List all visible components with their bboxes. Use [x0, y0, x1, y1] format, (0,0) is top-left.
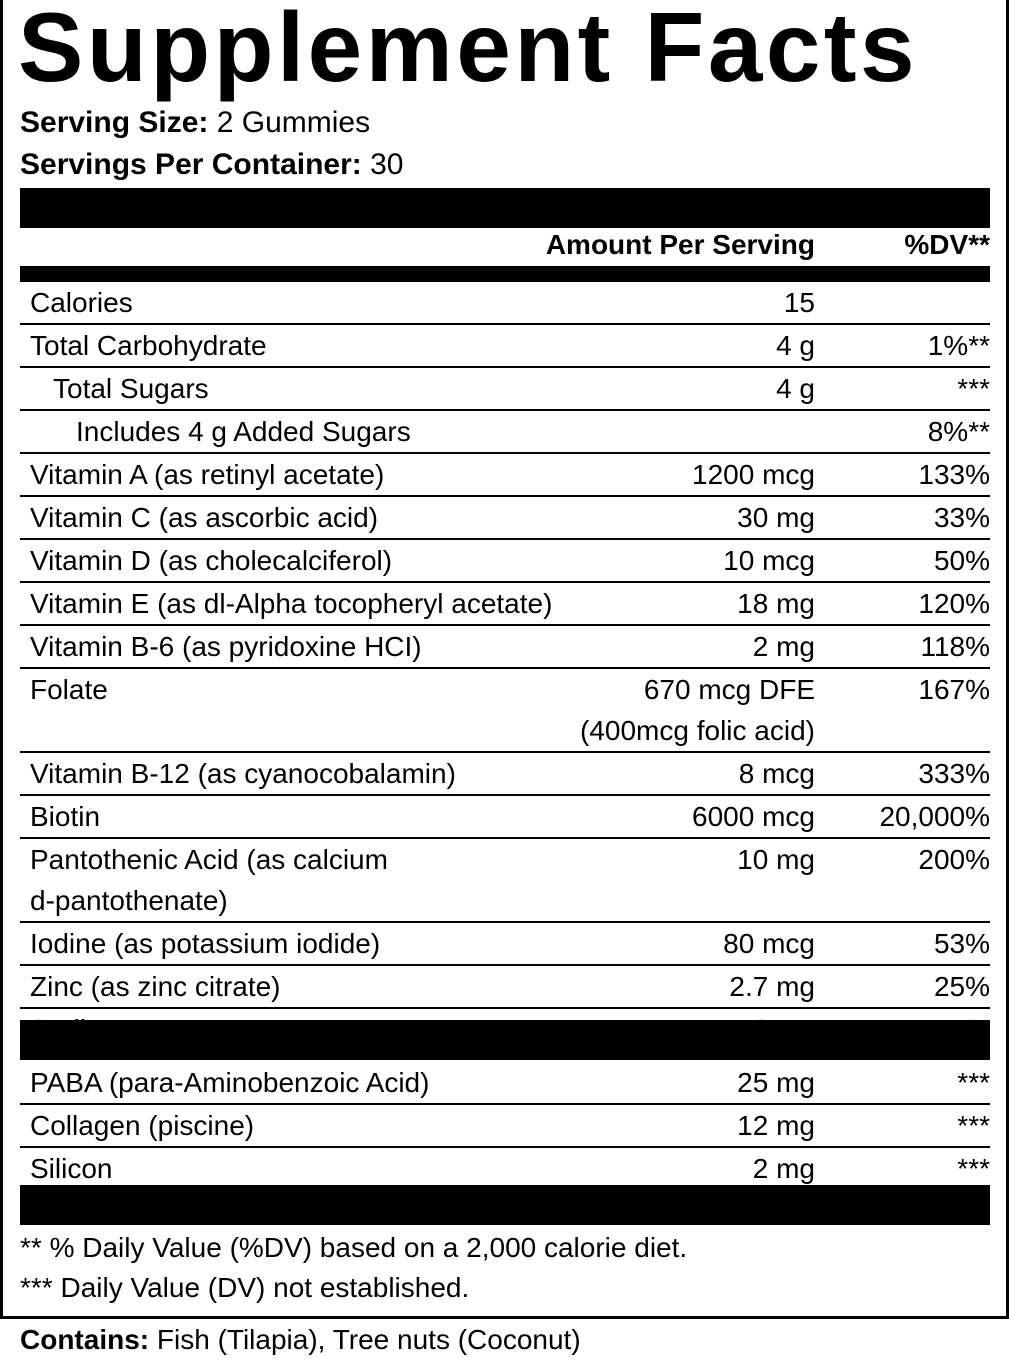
nutrient-amount: 25 mg [737, 1067, 815, 1098]
nutrient-dv: 53% [933, 928, 990, 959]
nutrient-dv: *** [957, 373, 990, 404]
nutrient-row: Vitamin A (as retinyl acetate) 1200 mcg 13… [20, 454, 990, 497]
servings-per-container-label: Servings Per Container: [20, 148, 362, 181]
nutrient-row: Zinc (as zinc citrate) 2.7 mg 25% [20, 966, 990, 1009]
nutrient-name: PABA (para-Aminobenzoic Acid) [30, 1067, 430, 1098]
other-ingredients-list: PABA (para-Aminobenzoic Acid) 25 mg *** Col… [20, 1062, 990, 1189]
nutrient-amount: 12 mg [737, 1110, 815, 1141]
nutrient-row: Vitamin E (as dl-Alpha tocopheryl acetat… [20, 583, 990, 626]
nutrient-row: Vitamin B-6 (as pyridoxine HCI) 2 mg 118% [20, 626, 990, 669]
serving-size-value: 2 Gummies [208, 106, 371, 139]
nutrient-dv: 33% [933, 502, 990, 533]
divider-bar [20, 1185, 990, 1225]
divider-bar [20, 266, 990, 282]
serving-size-label: Serving Size: [20, 106, 209, 139]
nutrient-name: Vitamin E (as dl-Alpha tocopheryl acetat… [30, 588, 553, 619]
nutrient-dv: 1%** [927, 330, 990, 361]
servings-per-container-value: 30 [361, 148, 404, 181]
nutrient-dv: *** [957, 1110, 990, 1141]
nutrient-dv: *** [957, 1153, 990, 1184]
servings-per-container: Servings Per Container: 30 [20, 148, 403, 182]
nutrient-row: Calories 15 [20, 282, 990, 325]
nutrient-dv: 8%** [927, 416, 990, 447]
nutrient-row: Biotin 6000 mcg 20,000% [20, 796, 990, 839]
nutrient-dv: 120% [918, 588, 990, 619]
panel-title: Supplement Facts [18, 0, 919, 102]
nutrient-row: Collagen (piscine) 12 mg *** [20, 1105, 990, 1148]
nutrient-row: Total Carbohydrate 4 g 1%** [20, 325, 990, 368]
nutrient-amount: 80 mcg [723, 928, 815, 959]
dv-header: %DV** [904, 229, 990, 260]
nutrient-dv: *** [957, 1067, 990, 1098]
footnote-dv: ** % Daily Value (%DV) based on a 2,000 … [20, 1232, 688, 1263]
nutrient-row: Includes 4 g Added Sugars 8%** [20, 411, 990, 454]
nutrient-amount: 6000 mcg [692, 801, 815, 832]
allergen-statement: Contains: Fish (Tilapia), Tree nuts (Coc… [20, 1324, 581, 1356]
divider-bar [20, 188, 990, 228]
nutrient-amount: 30 mg [737, 502, 815, 533]
nutrient-name: Biotin [30, 801, 101, 832]
contains-label: Contains: [20, 1324, 150, 1355]
nutrient-row: Silicon 2 mg *** [20, 1148, 990, 1189]
nutrient-row: Folate 670 mcg DFE (400mcg folic acid) 167… [20, 669, 990, 753]
nutrient-name: Total Carbohydrate [30, 330, 267, 361]
nutrient-name: Vitamin A (as retinyl acetate) [30, 459, 385, 490]
nutrient-amount: 2 mg [752, 1153, 815, 1184]
nutrient-amount: 4 g [776, 373, 815, 404]
nutrient-name: Calories [30, 287, 133, 318]
nutrient-amount: 18 mg [737, 588, 815, 619]
nutrient-dv: 25% [933, 971, 990, 1002]
nutrient-dv: 333% [918, 758, 990, 789]
nutrient-dv: 118% [920, 631, 990, 662]
nutrient-row: PABA (para-Aminobenzoic Acid) 25 mg *** [20, 1062, 990, 1105]
nutrient-name: Vitamin D (as cholecalciferol) [30, 545, 393, 576]
amount-header: Amount Per Serving [545, 229, 815, 260]
nutrient-amount: 15 [783, 287, 815, 318]
supplement-facts-panel [0, 0, 1009, 1319]
nutrient-row: Vitamin D (as cholecalciferol) 10 mcg 50% [20, 540, 990, 583]
nutrient-row: Total Sugars 4 g *** [20, 368, 990, 411]
nutrient-name: Iodine (as potassium iodide) [30, 928, 381, 959]
divider-bar [20, 1020, 990, 1060]
nutrient-name: Zinc (as zinc citrate) [30, 971, 281, 1002]
nutrient-name: Vitamin C (as ascorbic acid) [30, 502, 379, 533]
nutrient-amount: 8 mcg [738, 758, 815, 789]
footnote-not-established: *** Daily Value (DV) not established. [20, 1272, 470, 1303]
nutrient-amount: 4 g [776, 330, 815, 361]
nutrient-name: Pantothenic Acid (as calcium d-pantothen… [30, 844, 388, 916]
column-header: Amount Per Serving %DV** [20, 226, 990, 266]
nutrient-amount: 10 mg [737, 844, 815, 875]
nutrient-list: Calories 15 Total Carbohydrate 4 g 1%** Total… [20, 282, 990, 1050]
nutrient-amount: 670 mcg DFE (400mcg folic acid) [580, 674, 815, 746]
nutrient-name: Vitamin B-6 (as pyridoxine HCI) [30, 631, 422, 662]
nutrient-dv: 167% [918, 674, 990, 705]
nutrient-dv: 20,000% [879, 801, 990, 832]
nutrient-name: Vitamin B-12 (as cyanocobalamin) [30, 758, 456, 789]
serving-size: Serving Size: 2 Gummies [20, 106, 370, 140]
nutrient-amount: 10 mcg [723, 545, 815, 576]
nutrient-name: Includes 4 g Added Sugars [76, 416, 411, 447]
nutrient-amount: 2 mg [752, 631, 815, 662]
nutrient-row: Pantothenic Acid (as calcium d-pantothen… [20, 839, 990, 923]
nutrient-dv: 200% [918, 844, 990, 875]
nutrient-amount: 1200 mcg [692, 459, 815, 490]
nutrient-dv: 50% [933, 545, 990, 576]
nutrient-amount: 2.7 mg [729, 971, 815, 1002]
nutrient-name: Total Sugars [53, 373, 209, 404]
nutrient-row: Vitamin C (as ascorbic acid) 30 mg 33% [20, 497, 990, 540]
contains-value: Fish (Tilapia), Tree nuts (Coconut) [149, 1324, 581, 1355]
nutrient-name: Folate [30, 674, 108, 705]
nutrient-row: Vitamin B-12 (as cyanocobalamin) 8 mcg 333… [20, 753, 990, 796]
nutrient-name: Collagen (piscine) [30, 1110, 255, 1141]
nutrient-name: Silicon [30, 1153, 113, 1184]
nutrient-dv: 133% [918, 459, 990, 490]
nutrient-row: Iodine (as potassium iodide) 80 mcg 53% [20, 923, 990, 966]
